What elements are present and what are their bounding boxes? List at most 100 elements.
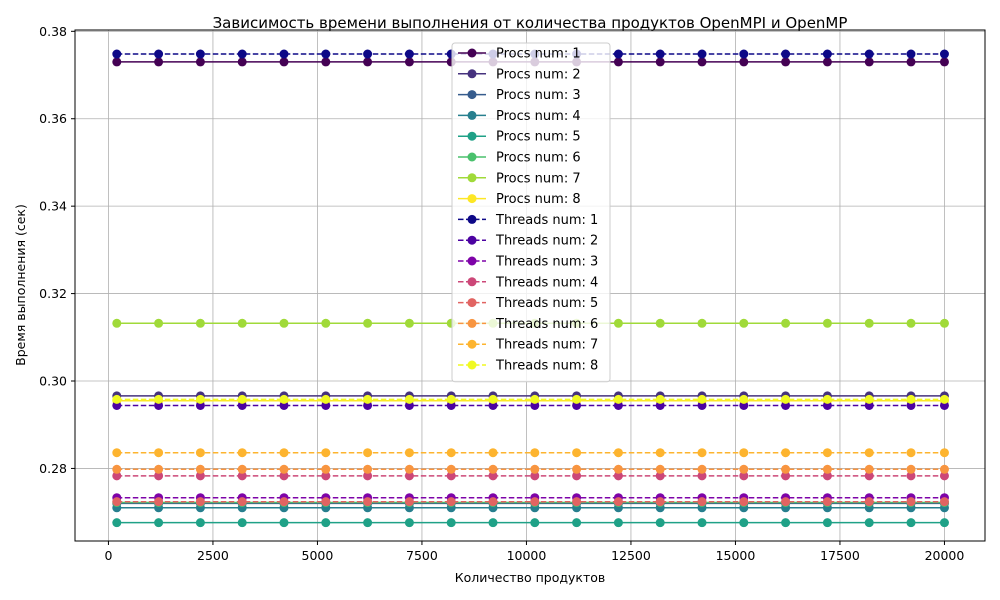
data-point [195,49,205,59]
y-tick-label: 0.30 [39,374,67,389]
legend-item: Procs num: 3 [458,88,581,103]
data-point [781,448,791,458]
data-point [321,497,331,507]
data-point [112,497,122,507]
legend-item: Threads num: 6 [458,317,598,332]
legend-item: Procs num: 6 [458,151,581,166]
y-tick-label: 0.34 [39,199,67,214]
data-point [864,518,874,528]
data-point [739,518,749,528]
data-point [822,448,832,458]
data-point [363,57,373,67]
series-16 [112,394,949,404]
data-point [363,49,373,59]
data-point [154,49,164,59]
legend-item: Threads num: 8 [458,359,598,374]
legend-item: Procs num: 4 [458,109,581,124]
data-point [154,318,164,328]
data-point [781,464,791,474]
data-point [195,464,205,474]
data-point [781,57,791,67]
data-point [154,471,164,481]
data-point [739,394,749,404]
x-tick-label: 15000 [716,548,756,563]
data-point [697,394,707,404]
x-tick-label: 17500 [820,548,860,563]
x-tick-label: 20000 [925,548,965,563]
data-point [195,394,205,404]
data-point [530,464,540,474]
data-point [488,448,498,458]
data-point [906,471,916,481]
data-point [613,394,623,404]
data-point [864,471,874,481]
data-point [112,318,122,328]
data-point [906,57,916,67]
legend-label: Procs num: 2 [496,67,581,82]
data-point [739,448,749,458]
data-point [279,448,289,458]
data-point [404,57,414,67]
data-point [572,497,582,507]
legend-item: Threads num: 7 [458,338,598,353]
data-point [572,471,582,481]
data-point [822,497,832,507]
legend-label: Threads num: 7 [495,338,598,353]
data-point [237,448,247,458]
data-point [822,518,832,528]
legend-item: Threads num: 4 [458,275,598,290]
legend-label: Threads num: 3 [495,255,598,270]
y-axis-ticks: 0.28 0.30 0.32 0.34 0.36 0.38 [39,24,75,476]
legend-marker [467,339,477,349]
legend-label: Procs num: 6 [496,151,581,166]
x-tick-label: 2500 [197,548,229,563]
data-point [697,318,707,328]
data-point [739,471,749,481]
x-tick-label: 7500 [406,548,438,563]
y-tick-label: 0.36 [39,111,67,126]
data-point [572,464,582,474]
data-point [363,394,373,404]
data-point [655,394,665,404]
data-point [363,518,373,528]
legend-label: Threads num: 8 [495,359,598,374]
data-point [697,518,707,528]
data-point [195,497,205,507]
data-point [613,57,623,67]
data-point [697,464,707,474]
data-point [279,318,289,328]
data-point [237,464,247,474]
y-axis-label: Время выполнения (сек) [13,204,28,366]
plot-frame [74,29,986,542]
data-point [530,471,540,481]
data-point [404,471,414,481]
data-point [446,497,456,507]
data-point [572,448,582,458]
series-5 [112,518,949,528]
data-point [572,518,582,528]
data-point [781,394,791,404]
data-point [237,394,247,404]
data-point [697,471,707,481]
x-tick-label: 12500 [611,548,651,563]
legend-item: Threads num: 3 [458,255,598,270]
data-point [195,57,205,67]
legend-label: Threads num: 6 [495,317,598,332]
legend-box [451,42,611,383]
data-point [237,497,247,507]
data-point [237,518,247,528]
data-point [739,497,749,507]
data-point [906,497,916,507]
data-point [279,464,289,474]
legend-marker [467,194,477,204]
data-point [279,518,289,528]
data-point [321,518,331,528]
legend-item: Threads num: 2 [458,234,598,249]
data-point [822,464,832,474]
legend-label: Procs num: 1 [496,47,581,62]
data-point [321,471,331,481]
legend-marker [467,152,477,162]
data-point [739,464,749,474]
data-point [446,394,456,404]
series-14 [112,464,949,474]
